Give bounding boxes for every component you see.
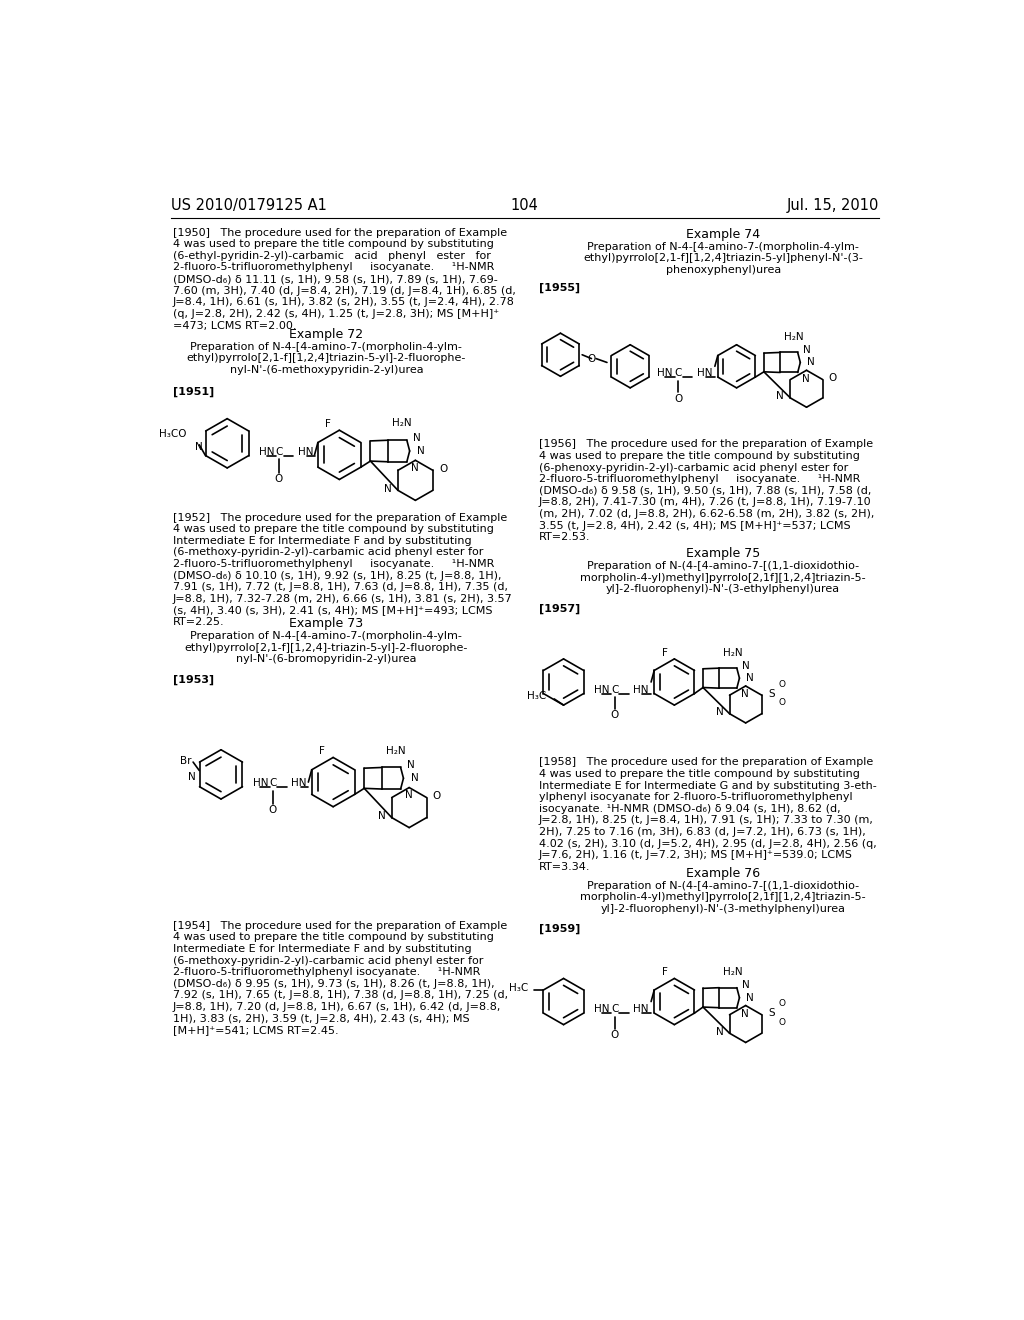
Text: F: F [663, 648, 668, 657]
Text: N: N [803, 345, 811, 355]
Text: O: O [588, 354, 596, 363]
Text: N: N [716, 1027, 723, 1036]
Text: N: N [742, 981, 750, 990]
Text: O: O [274, 474, 283, 483]
Text: F: F [318, 746, 325, 756]
Text: H₃C: H₃C [509, 983, 528, 994]
Text: N: N [187, 772, 196, 781]
Text: N: N [406, 791, 413, 800]
Text: C: C [675, 368, 682, 379]
Text: N: N [740, 689, 749, 700]
Text: N: N [807, 358, 815, 367]
Text: H₂N: H₂N [784, 333, 804, 342]
Text: [1953]: [1953] [173, 675, 214, 685]
Text: N: N [378, 810, 385, 821]
Text: HN: HN [594, 685, 609, 694]
Text: Jul. 15, 2010: Jul. 15, 2010 [786, 198, 879, 214]
Text: [1952]   The procedure used for the preparation of Example
4 was used to prepare: [1952] The procedure used for the prepar… [173, 512, 513, 627]
Text: N: N [412, 774, 419, 783]
Text: Example 76: Example 76 [686, 867, 760, 880]
Text: N: N [802, 374, 809, 384]
Text: S: S [769, 1008, 775, 1018]
Text: [1958]   The procedure used for the preparation of Example
4 was used to prepare: [1958] The procedure used for the prepar… [539, 758, 877, 873]
Text: N: N [412, 463, 419, 473]
Text: Preparation of N-(4-[4-amino-7-[(1,1-dioxidothio-
morpholin-4-yl)methyl]pyrrolo[: Preparation of N-(4-[4-amino-7-[(1,1-dio… [581, 880, 866, 913]
Text: N: N [418, 446, 425, 455]
Text: O: O [828, 374, 837, 383]
Text: H₂N: H₂N [723, 648, 742, 657]
Text: H₂N: H₂N [386, 746, 406, 755]
Text: Preparation of N-4-[4-amino-7-(morpholin-4-ylm-
ethyl)pyrrolo[2,1-f][1,2,4]triaz: Preparation of N-4-[4-amino-7-(morpholin… [186, 342, 466, 375]
Text: 104: 104 [511, 198, 539, 214]
Text: C: C [611, 1005, 618, 1014]
Text: Preparation of N-4-[4-amino-7-(morpholin-4-ylm-
ethyl)pyrrolo[2,1-f][1,2,4]-tria: Preparation of N-4-[4-amino-7-(morpholin… [184, 631, 468, 664]
Text: O: O [610, 710, 618, 721]
Text: N: N [746, 993, 754, 1003]
Text: N: N [776, 392, 784, 401]
Text: F: F [325, 418, 331, 429]
Text: N: N [742, 661, 750, 671]
Text: US 2010/0179125 A1: US 2010/0179125 A1 [171, 198, 327, 214]
Text: HN: HN [291, 777, 307, 788]
Text: H₃C: H₃C [527, 690, 547, 701]
Text: N: N [716, 708, 723, 717]
Text: C: C [275, 446, 283, 457]
Text: O: O [779, 999, 785, 1008]
Text: [1950]   The procedure used for the preparation of Example
4 was used to prepare: [1950] The procedure used for the prepar… [173, 227, 516, 330]
Text: N: N [413, 433, 421, 444]
Text: [1959]: [1959] [539, 924, 581, 935]
Text: [1951]: [1951] [173, 387, 214, 396]
Text: Preparation of N-(4-[4-amino-7-[(1,1-dioxidothio-
morpholin-4-yl)methyl]pyrrolo[: Preparation of N-(4-[4-amino-7-[(1,1-dio… [581, 561, 866, 594]
Text: O: O [779, 1018, 785, 1027]
Text: Example 73: Example 73 [290, 618, 364, 631]
Text: HN: HN [259, 446, 274, 457]
Text: N: N [746, 673, 754, 684]
Text: C: C [611, 685, 618, 694]
Text: O: O [779, 698, 785, 708]
Text: [1954]   The procedure used for the preparation of Example
4 was used to prepare: [1954] The procedure used for the prepar… [173, 921, 508, 1035]
Text: O: O [433, 791, 441, 801]
Text: N: N [407, 760, 415, 770]
Text: Br: Br [180, 755, 191, 766]
Text: Example 75: Example 75 [686, 548, 761, 560]
Text: N: N [196, 442, 203, 453]
Text: HN: HN [697, 368, 713, 379]
Text: H₂N: H₂N [392, 418, 412, 428]
Text: O: O [439, 463, 447, 474]
Text: N: N [384, 484, 392, 494]
Text: HN: HN [253, 777, 268, 788]
Text: HN: HN [633, 1005, 649, 1014]
Text: O: O [268, 805, 276, 814]
Text: HN: HN [594, 1005, 609, 1014]
Text: C: C [269, 777, 276, 788]
Text: Example 74: Example 74 [686, 227, 760, 240]
Text: Preparation of N-4-[4-amino-7-(morpholin-4-ylm-
ethyl)pyrrolo[2,1-f][1,2,4]triaz: Preparation of N-4-[4-amino-7-(morpholin… [584, 242, 863, 275]
Text: H₂N: H₂N [723, 968, 742, 977]
Text: F: F [663, 968, 668, 977]
Text: H₃CO: H₃CO [160, 429, 187, 440]
Text: S: S [769, 689, 775, 698]
Text: HN: HN [298, 446, 313, 457]
Text: O: O [610, 1030, 618, 1040]
Text: HN: HN [633, 685, 649, 694]
Text: [1957]: [1957] [539, 605, 580, 615]
Text: N: N [740, 1008, 749, 1019]
Text: O: O [675, 393, 683, 404]
Text: HN: HN [656, 368, 672, 379]
Text: [1955]: [1955] [539, 284, 580, 293]
Text: [1956]   The procedure used for the preparation of Example
4 was used to prepare: [1956] The procedure used for the prepar… [539, 440, 874, 543]
Text: Example 72: Example 72 [290, 327, 364, 341]
Text: O: O [779, 680, 785, 689]
